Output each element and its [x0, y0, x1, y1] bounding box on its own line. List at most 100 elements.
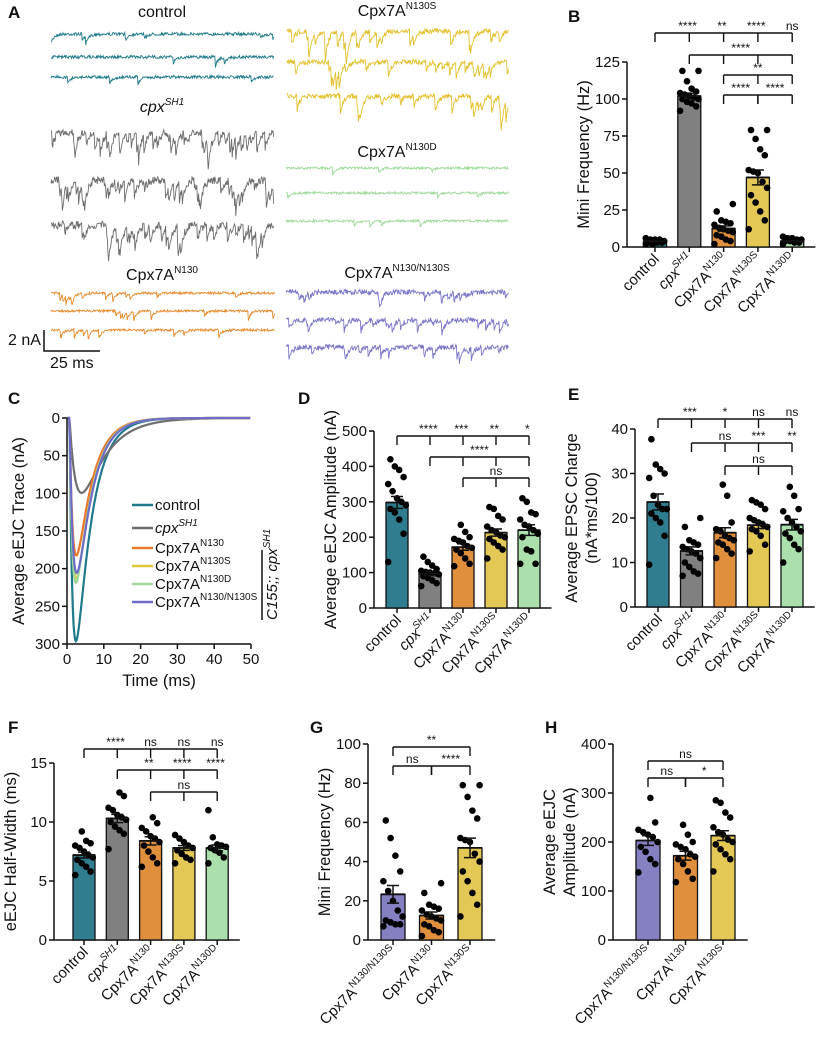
trace-label-superscript: SH1 [165, 97, 184, 108]
significance-label: ns [178, 778, 191, 792]
y-tick-label: 125 [595, 54, 620, 71]
data-point [661, 532, 668, 540]
data-point [395, 516, 403, 523]
legend-label-base: control [155, 497, 200, 514]
data-point [761, 217, 769, 224]
trace-label-base: Cpx7A [126, 267, 174, 284]
data-point [659, 505, 666, 513]
data-point [761, 151, 769, 159]
data-point [711, 240, 718, 248]
data-point [690, 568, 697, 575]
y-tick-label: 400 [342, 458, 367, 475]
data-point [483, 555, 491, 562]
legend-label: Cpx7AN130 [155, 538, 224, 557]
significance-bracket [396, 435, 530, 445]
significance-label: **** [470, 443, 489, 457]
significance-bracket [757, 94, 793, 104]
data-point [748, 525, 756, 533]
y-tick-label: 10 [30, 814, 47, 831]
data-point [384, 558, 392, 566]
current-trace-sweep [51, 290, 276, 306]
data-point [652, 514, 660, 522]
y-tick-label: 200 [581, 834, 606, 851]
data-point [457, 549, 465, 557]
data-point [420, 553, 427, 560]
scale-bar [43, 330, 100, 352]
data-point [647, 794, 654, 802]
data-point [679, 821, 687, 829]
legend-label-base: cpx [155, 520, 179, 537]
x-tick-label: 10 [95, 651, 112, 668]
data-point [82, 837, 90, 845]
data-point [220, 854, 228, 861]
data-point [697, 554, 704, 562]
legend-label-base: Cpx7A [155, 576, 200, 593]
data-point [461, 555, 469, 562]
data-point [684, 831, 692, 838]
data-point [421, 921, 428, 928]
data-point [396, 868, 404, 875]
data-point [642, 848, 649, 856]
data-point [752, 135, 759, 143]
annotation-italic: cpx [264, 548, 281, 572]
data-point [745, 225, 752, 233]
data-point [486, 503, 493, 511]
significance-label: **** [747, 19, 766, 33]
current-trace-sweep [285, 288, 509, 308]
significance-bracket [462, 477, 530, 487]
data-point [761, 541, 769, 548]
x-tick-label: 20 [132, 651, 149, 668]
data-point [149, 813, 157, 821]
category-label-base: control [361, 612, 405, 656]
current-trace-sweep [50, 220, 275, 262]
significance-label: * [723, 405, 728, 419]
bar [635, 839, 661, 941]
category-label-superscript: SH1 [98, 942, 120, 964]
data-point [483, 523, 491, 530]
data-point [519, 494, 526, 502]
y-tick-label: 100 [581, 883, 606, 900]
data-point [779, 233, 787, 240]
data-point [457, 913, 464, 920]
data-point [430, 926, 438, 934]
data-point [142, 828, 150, 835]
category-label-superscript: N130S [731, 249, 761, 279]
significance-label: ** [753, 61, 763, 75]
data-point [747, 126, 755, 134]
genotype-annotation: C155;; cpxSH1 [262, 529, 281, 620]
data-point [205, 806, 212, 814]
category-label-superscript: N130 [128, 942, 153, 967]
significance-bracket [392, 765, 433, 775]
panel-letter-E: E [568, 385, 579, 404]
data-point [532, 560, 539, 568]
y-tick-label: 5 [39, 873, 47, 890]
category-label: control [622, 611, 666, 655]
category-label-superscript: N130S [731, 609, 761, 639]
current-trace-sweep [50, 175, 275, 216]
significance-label: ns [679, 747, 692, 761]
significance-label: ** [144, 756, 154, 770]
data-point [681, 559, 689, 566]
data-point [726, 855, 734, 863]
data-point [656, 465, 664, 473]
current-trace-sweep [50, 73, 274, 86]
data-point [153, 860, 161, 867]
data-point [473, 901, 481, 909]
x-tick-label: 50 [243, 651, 260, 668]
data-point [661, 470, 668, 477]
bar [517, 529, 541, 609]
y-tick-label: 400 [581, 736, 606, 753]
significance-label: **** [173, 756, 192, 770]
data-point [382, 817, 390, 824]
data-point [78, 860, 86, 867]
data-point [645, 474, 653, 482]
y-tick-label: 0 [353, 932, 361, 949]
trace-label: Cpx7AN130D [357, 142, 436, 161]
data-point [466, 533, 473, 541]
data-point [490, 539, 498, 546]
data-point [756, 208, 764, 215]
y-tick-label: 150 [35, 523, 60, 540]
data-point [635, 869, 642, 876]
data-point [418, 907, 426, 914]
